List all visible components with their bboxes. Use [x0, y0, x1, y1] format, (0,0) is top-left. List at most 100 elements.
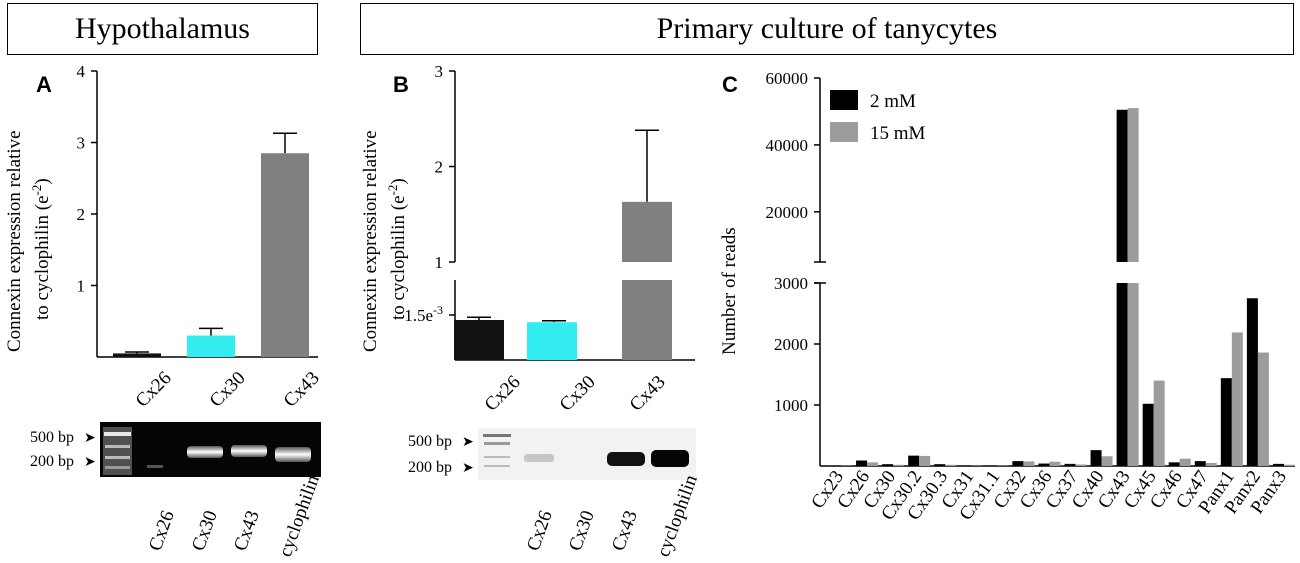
chart-b-ylabel-2: to cyclophilin (e-2)	[385, 178, 409, 320]
chart-c-ytick-label: 3000	[774, 274, 808, 293]
header-tanycytes: Primary culture of tanycytes	[360, 3, 1294, 55]
chart-c-bar-cx30-2-15-mm	[919, 455, 931, 466]
chart-b-xtick-label: Cx30	[556, 372, 600, 416]
chart-c-bar-panx3-15-mm	[1283, 464, 1295, 466]
gel-a-ladder-band-2	[105, 445, 130, 448]
gel-a-ladder-band-4	[105, 466, 130, 469]
chart-a: Connexin expression relative to cyclophi…	[4, 62, 324, 412]
chart-c-bar-cx43-2-mm-lower	[1116, 283, 1128, 466]
chart-c-bar-cx26-15-mm	[867, 462, 879, 466]
chart-c-bar-cx43-2-mm-upper	[1116, 109, 1128, 262]
chart-a-ytick-label: 3	[77, 134, 86, 153]
chart-b-bar-cx43-upper	[622, 201, 672, 262]
chart-c-bar-panx2-2-mm	[1246, 298, 1258, 466]
chart-b-xtick-label: Cx43	[626, 372, 670, 416]
chart-c-bar-panx1-2-mm	[1220, 378, 1232, 466]
gel-a-band-cyclophilin	[275, 447, 311, 462]
chart-b: Connexin expression relative to cyclophi…	[360, 62, 695, 416]
chart-a-xtick-label: Cx43	[280, 368, 324, 412]
gel-a-ladder-band-1	[104, 432, 131, 436]
chart-b-ytick-label-lower: 1.5e-3	[404, 303, 443, 325]
chart-b-bar-cx43-lower	[622, 280, 672, 360]
chart-c-bar-cx36-15-mm	[1049, 461, 1061, 466]
gel-a-ladder-band-3	[105, 456, 130, 459]
chart-c-bar-cx47-15-mm	[1205, 462, 1217, 466]
chart-a-bar-cx30	[187, 335, 235, 357]
chart-c-bar-cx40-2-mm	[1090, 450, 1102, 466]
chart-c-bar-cx43-15-mm-lower	[1127, 283, 1139, 466]
chart-b-ytick-label: 1	[435, 253, 444, 272]
chart-c-bar-cx32-15-mm	[1023, 461, 1035, 466]
legend-label-15mm: 15 mM	[870, 123, 926, 144]
panel-label-b: B	[393, 72, 409, 97]
gel-b-band-cyclophilin	[651, 450, 689, 467]
gel-a-marker-200-arrow: ➤	[84, 455, 96, 470]
gel-b-band-cx43	[607, 452, 645, 466]
legend-swatch-2mm	[830, 90, 858, 110]
chart-a-ytick-label: 2	[77, 205, 86, 224]
chart-c-bar-cx45-15-mm	[1153, 380, 1165, 466]
chart-a-bar-cx26	[113, 353, 161, 357]
chart-c-bar-cx43-15-mm-upper	[1127, 108, 1139, 262]
chart-a-ytick-label: 4	[77, 62, 86, 81]
gel-b-band-cx26	[524, 454, 554, 462]
chart-c-ytick-label: 60000	[766, 69, 809, 88]
gel-a-band-cx30	[187, 446, 223, 458]
gel-b-ladder-band-3	[484, 456, 510, 458]
gel-a-band-cx43	[231, 445, 267, 457]
gel-b: 500 bp 200 bp ➤ ➤ Cx26 Cx30 Cx43 cycloph…	[408, 428, 702, 560]
gel-a-lane-cx43: Cx43	[230, 508, 264, 554]
legend-swatch-15mm	[830, 122, 858, 142]
chart-c-bar-cx45-2-mm	[1142, 403, 1154, 466]
gel-b-marker-200-arrow: ➤	[462, 461, 474, 476]
panel-label-a: A	[36, 72, 52, 97]
chart-c-bar-cx30-15-mm	[893, 464, 905, 466]
chart-b-bar-cx26	[454, 319, 504, 360]
panel-label-c: C	[722, 72, 738, 97]
chart-c-bar-cx26-2-mm	[856, 460, 868, 466]
chart-a-xtick-label: Cx26	[132, 368, 176, 412]
chart-c-bar-panx1-15-mm	[1231, 332, 1243, 466]
chart-a-ylabel: Connexin expression relative	[4, 130, 25, 352]
chart-c-ytick-label: 40000	[766, 136, 809, 155]
chart-c-bar-cx36-2-mm	[1038, 463, 1050, 466]
chart-c: Number of reads 2 mM 15 mM 1000 2000 3000 2…	[719, 69, 1295, 524]
chart-c-bar-cx30-3-2-mm	[934, 464, 946, 466]
chart-c-bar-cx46-2-mm	[1168, 462, 1180, 466]
chart-c-ylabel: Number of reads	[719, 227, 740, 355]
chart-c-bar-cx37-15-mm	[1075, 464, 1087, 466]
chart-c-bar-cx46-15-mm	[1179, 458, 1191, 466]
chart-c-bar-cx30-3-15-mm	[945, 464, 957, 466]
gel-a-marker-500: 500 bp	[30, 429, 74, 446]
chart-c-bar-panx3-2-mm	[1272, 463, 1284, 466]
chart-c-bar-cx32-2-mm	[1012, 461, 1024, 466]
chart-c-bar-cx37-2-mm	[1064, 463, 1076, 466]
gel-a-lane-cyclophilin: cyclophilin	[275, 472, 324, 560]
gel-b-ladder-band-2	[484, 442, 510, 445]
chart-c-bar-panx2-15-mm	[1257, 352, 1269, 466]
chart-b-ylabel: Connexin expression relative	[360, 130, 381, 352]
gel-a-lane-cx26: Cx26	[145, 508, 179, 554]
legend-label-2mm: 2 mM	[870, 91, 916, 112]
chart-c-ytick-label: 2000	[774, 335, 808, 354]
chart-c-ytick-label: 1000	[774, 396, 808, 415]
chart-c-bar-cx47-2-mm	[1194, 461, 1206, 466]
header-hypothalamus: Hypothalamus	[7, 3, 318, 55]
chart-c-bar-cx40-15-mm	[1101, 456, 1113, 466]
gel-b-ladder-band-1	[483, 434, 511, 437]
chart-c-bar-cx30-2-mm	[882, 464, 894, 466]
gel-b-lane-cx30: Cx30	[565, 508, 599, 554]
gel-b-marker-200: 200 bp	[408, 459, 452, 476]
chart-b-ytick-label: 3	[435, 62, 444, 81]
chart-b-xtick-label: Cx26	[481, 372, 525, 416]
chart-c-ytick-label: 20000	[766, 203, 809, 222]
gel-a-lane-cx30: Cx30	[188, 508, 222, 554]
gel-a-marker-200: 200 bp	[30, 453, 74, 470]
chart-b-ytick-label: 2	[435, 158, 444, 177]
chart-a-xtick-label: Cx30	[206, 368, 250, 412]
chart-a-ylabel-2: to cyclophilin (e-2)	[29, 178, 53, 320]
gel-b-marker-500-arrow: ➤	[462, 435, 474, 450]
gel-b-lane-cx26: Cx26	[523, 508, 557, 554]
gel-b-marker-500: 500 bp	[408, 433, 452, 450]
